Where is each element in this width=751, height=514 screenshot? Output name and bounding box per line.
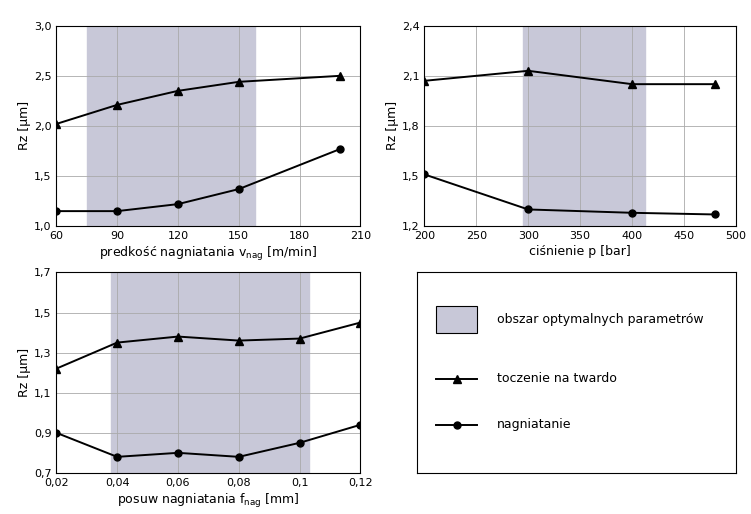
Y-axis label: Rz [µm]: Rz [µm]	[18, 101, 31, 151]
Text: nagniatanie: nagniatanie	[496, 418, 571, 431]
Bar	[523, 26, 644, 226]
X-axis label: posuw nagniatania f$_{\mathregular{nag}}$ [mm]: posuw nagniatania f$_{\mathregular{nag}}…	[117, 492, 300, 510]
Text: toczenie na twardo: toczenie na twardo	[496, 372, 617, 385]
Y-axis label: Rz [µm]: Rz [µm]	[386, 101, 399, 151]
Y-axis label: Rz [µm]: Rz [µm]	[18, 348, 31, 397]
X-axis label: predkość nagniatania v$_{\mathregular{nag}}$ [m/min]: predkość nagniatania v$_{\mathregular{na…	[99, 245, 318, 263]
Bar	[111, 272, 309, 473]
X-axis label: ciśnienie p [bar]: ciśnienie p [bar]	[529, 245, 631, 258]
Bar	[87, 26, 255, 226]
Text: obszar optymalnych parametrów: obszar optymalnych parametrów	[496, 313, 703, 326]
Bar	[436, 306, 478, 333]
